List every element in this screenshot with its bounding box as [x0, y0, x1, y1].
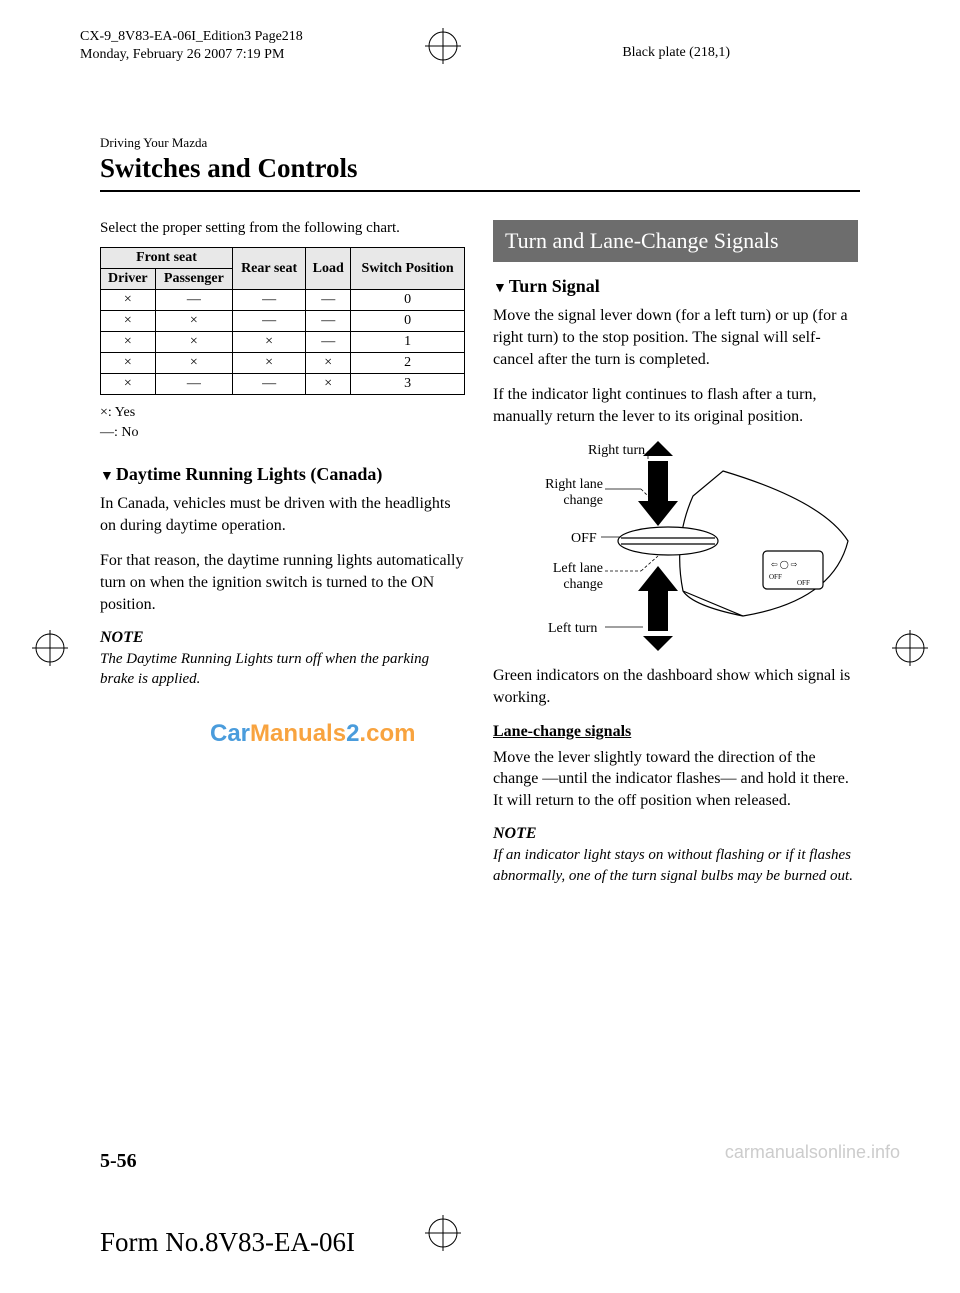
- label-right-turn: Right turn: [588, 443, 645, 458]
- svg-text:OFF: OFF: [769, 573, 782, 581]
- lane-note: If an indicator light stays on without f…: [493, 845, 858, 886]
- turn-para2: If the indicator light continues to flas…: [493, 384, 858, 427]
- section-title: Switches and Controls: [100, 153, 860, 184]
- table-row: × ― ― ― 0: [101, 290, 465, 311]
- label-left-lane: Left lane change: [541, 561, 603, 592]
- green-indicator-para: Green indicators on the dashboard show w…: [493, 665, 858, 708]
- drl-para2: For that reason, the daytime running lig…: [100, 550, 465, 615]
- note-label: NOTE: [493, 825, 858, 843]
- legend-no: ―: No: [100, 423, 465, 443]
- turn-signal-diagram: Right turn Right lane change OFF Left la…: [493, 441, 858, 651]
- registration-mark: [425, 28, 461, 64]
- th-load: Load: [306, 248, 351, 290]
- table-row: × × × ― 1: [101, 332, 465, 353]
- th-passenger: Passenger: [155, 269, 232, 290]
- label-off: OFF: [571, 531, 597, 546]
- drl-para1: In Canada, vehicles must be driven with …: [100, 493, 465, 536]
- svg-text:⇦ ◯ ⇨: ⇦ ◯ ⇨: [771, 560, 798, 569]
- drl-note: The Daytime Running Lights turn off when…: [100, 649, 465, 690]
- legend-yes: ×: Yes: [100, 403, 465, 423]
- svg-text:OFF: OFF: [797, 579, 810, 587]
- section-rule: [100, 190, 860, 192]
- registration-mark: [892, 630, 928, 666]
- form-number: Form No.8V83-EA-06I: [100, 1227, 355, 1258]
- th-front: Front seat: [101, 248, 233, 269]
- registration-mark: [32, 630, 68, 666]
- table-row: × × × × 2: [101, 353, 465, 374]
- page-number: 5-56: [100, 1150, 137, 1173]
- lane-change-para: Move the lever slightly toward the direc…: [493, 747, 858, 812]
- turn-heading: Turn Signal: [493, 276, 858, 297]
- plate-label: Black plate (218,1): [622, 45, 730, 61]
- lane-change-heading: Lane-change signals: [493, 723, 858, 741]
- table-row: × × ― ― 0: [101, 311, 465, 332]
- th-switch: Switch Position: [351, 248, 465, 290]
- chart-intro: Select the proper setting from the follo…: [100, 220, 465, 237]
- th-driver: Driver: [101, 269, 156, 290]
- watermark-carmanualsonline: carmanualsonline.info: [725, 1142, 900, 1163]
- watermark-carmanuals2: CarManuals2.com: [210, 720, 415, 748]
- th-rear: Rear seat: [233, 248, 306, 290]
- switch-position-table: Front seat Rear seat Load Switch Positio…: [100, 247, 465, 395]
- label-left-turn: Left turn: [548, 621, 597, 636]
- print-header: CX-9_8V83-EA-06I_Edition3 Page218 Monday…: [80, 28, 303, 64]
- box-heading: Turn and Lane-Change Signals: [493, 220, 858, 262]
- drl-heading: Daytime Running Lights (Canada): [100, 464, 465, 485]
- note-label: NOTE: [100, 629, 465, 647]
- left-column: Select the proper setting from the follo…: [100, 220, 465, 900]
- table-row: × ― ― × 3: [101, 374, 465, 395]
- print-header-line1: CX-9_8V83-EA-06I_Edition3 Page218: [80, 28, 303, 46]
- lever-illustration-icon: ⇦ ◯ ⇨ OFF OFF: [493, 441, 858, 651]
- chapter-label: Driving Your Mazda: [100, 135, 860, 151]
- table-legend: ×: Yes ―: No: [100, 403, 465, 442]
- right-column: Turn and Lane-Change Signals Turn Signal…: [493, 220, 858, 900]
- registration-mark: [425, 1215, 461, 1251]
- print-header-line2: Monday, February 26 2007 7:19 PM: [80, 46, 303, 64]
- turn-para1: Move the signal lever down (for a left t…: [493, 305, 858, 370]
- label-right-lane: Right lane change: [533, 477, 603, 508]
